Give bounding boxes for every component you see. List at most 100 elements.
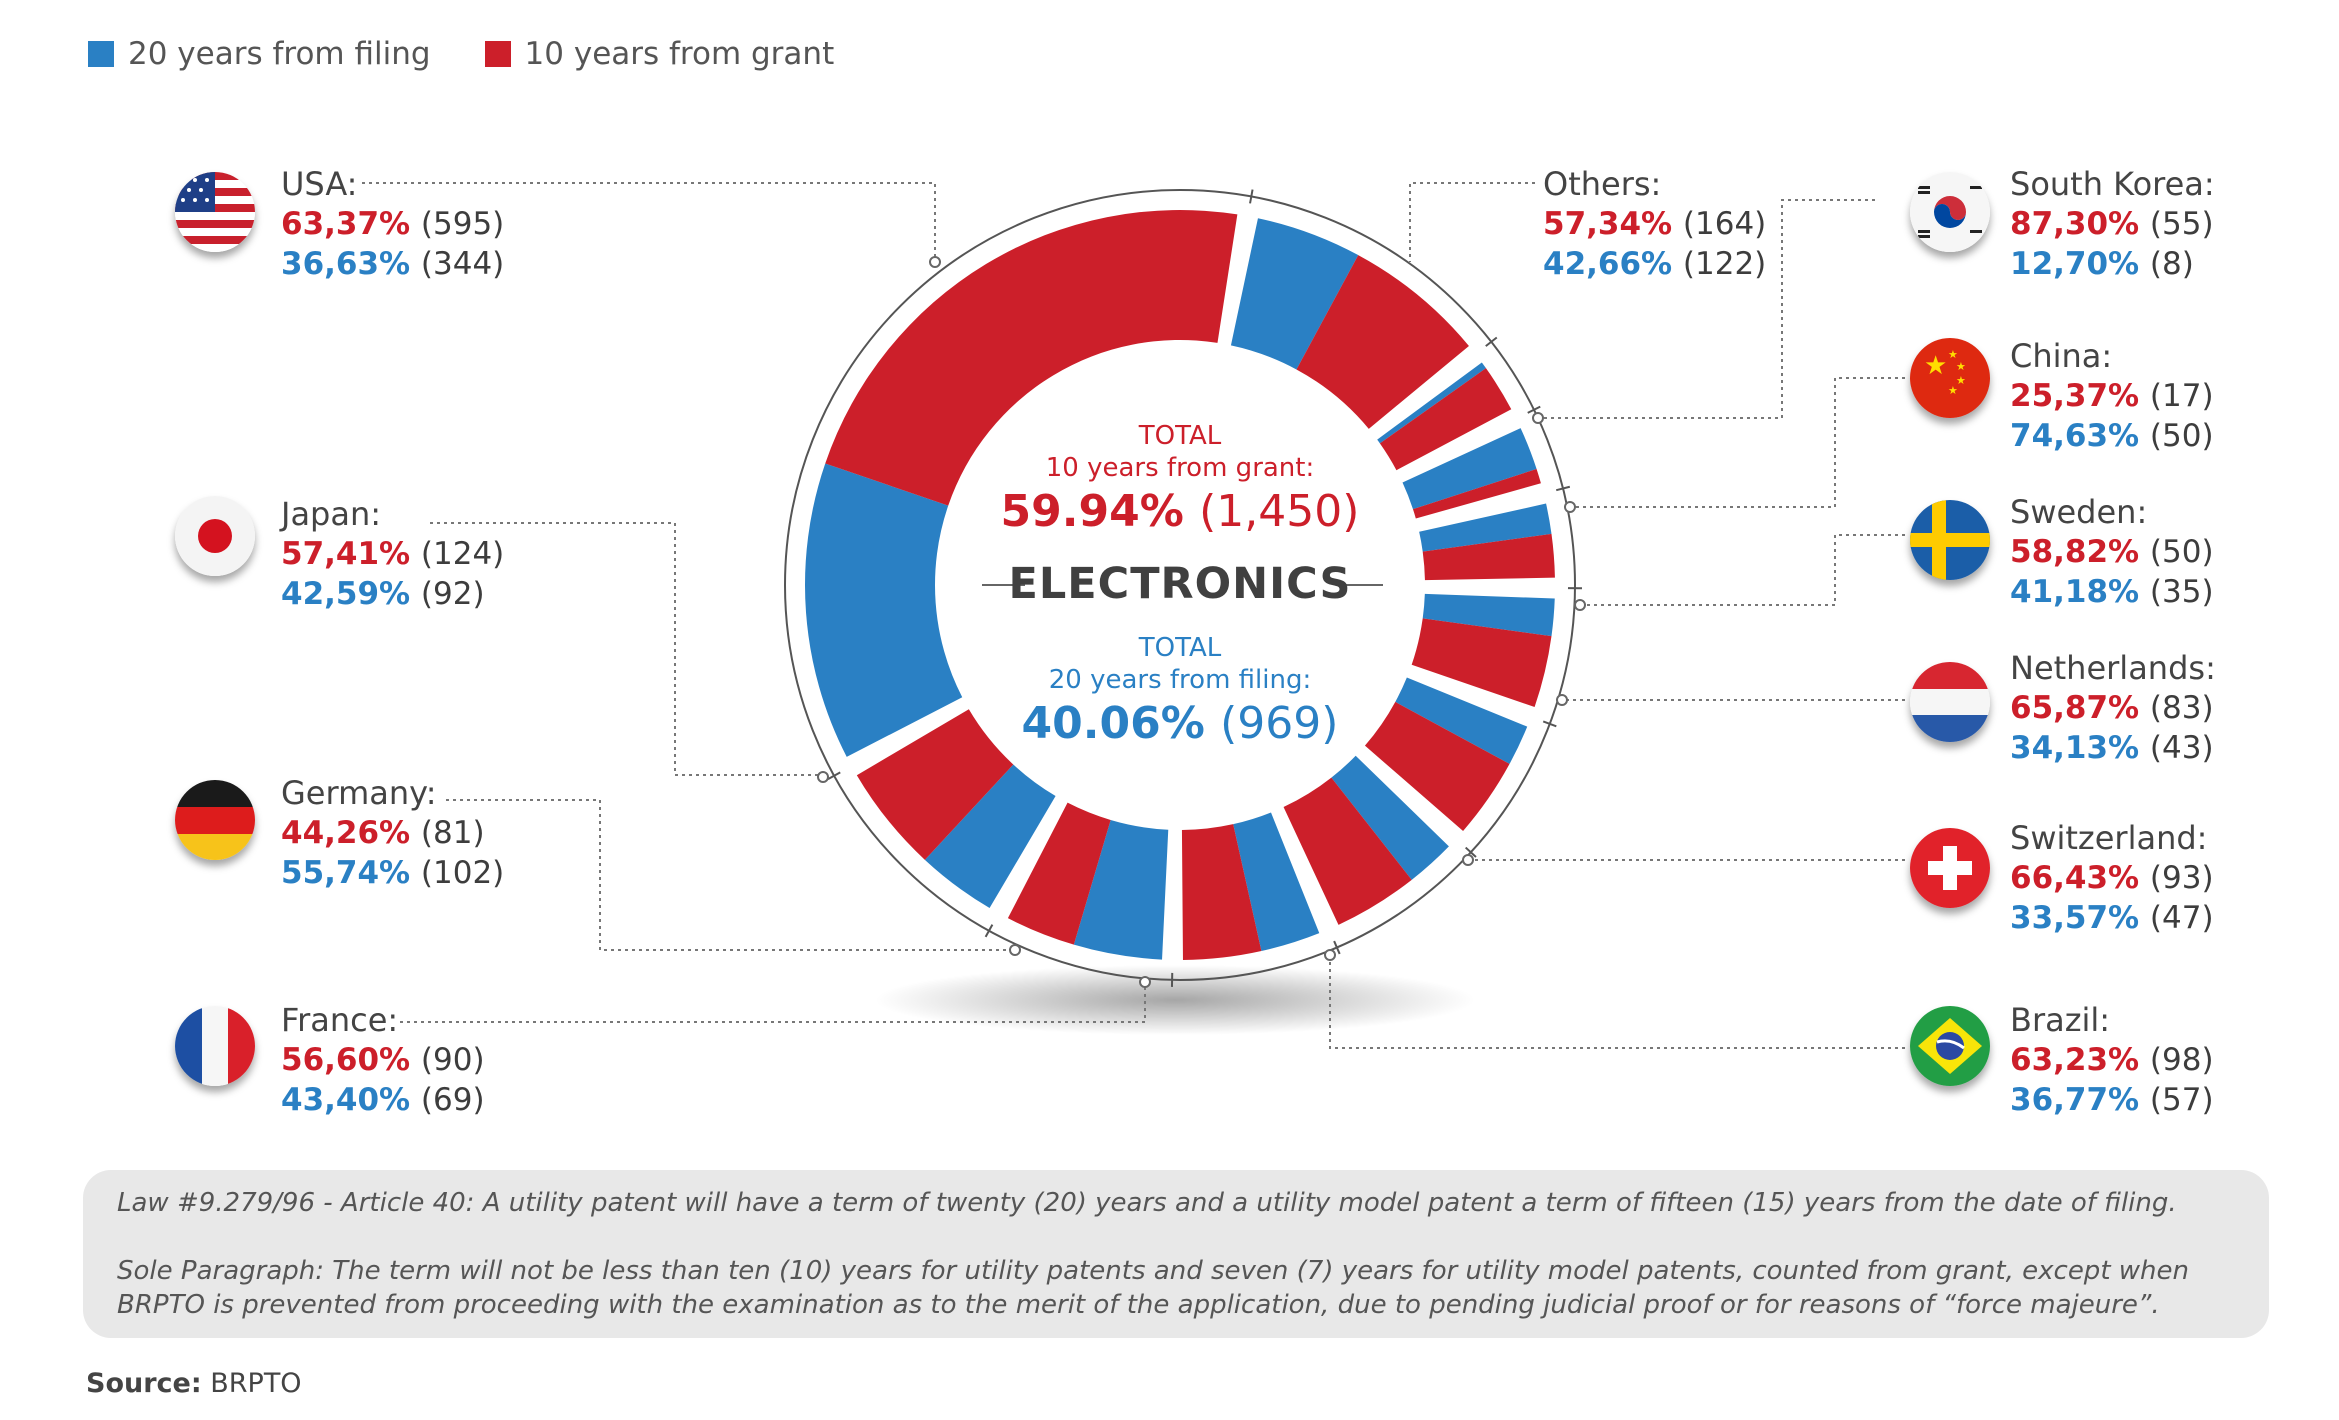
grant-share: 63,37% (595): [281, 206, 505, 242]
segment-others-filing: [1230, 218, 1359, 370]
source-label: Source:: [86, 1368, 202, 1399]
leader-china: [1570, 377, 1905, 508]
filing-share: 55,74% (102): [281, 855, 505, 891]
segment-brazil-filing: [1331, 755, 1449, 880]
leader-dot-switzerland: [1324, 949, 1336, 961]
germany-flag-icon: [175, 780, 255, 860]
filing-total-value: 40.06% (969): [930, 696, 1430, 752]
segment-usa-grant: [825, 210, 1238, 506]
grant-share: 44,26% (81): [281, 815, 485, 851]
legend-label-grant: 10 years from grant: [524, 36, 835, 72]
ring-tick-south-korea: [1485, 336, 1498, 347]
segment-germany-grant: [1007, 802, 1111, 945]
country-japan: Japan: 57,41% (124) 42,59% (92): [281, 494, 641, 614]
legend-swatch-grant: [484, 41, 511, 67]
country-name: Others:: [1543, 165, 1662, 203]
grant-share: 66,43% (93): [2010, 860, 2214, 896]
law-note-line1: Law #9.279/96 - Article 40: A utility pa…: [117, 1188, 2177, 1218]
country-name: Sweden:: [2010, 493, 2148, 531]
segment-sweden-filing: [1419, 503, 1552, 552]
south-korea-flag-icon: [1910, 172, 1990, 252]
grant-share: 87,30% (55): [2010, 206, 2214, 242]
grant-share: 58,82% (50): [2010, 534, 2214, 570]
ring-tick-brazil: [1464, 846, 1477, 858]
segment-france-grant: [1181, 824, 1262, 960]
leader-germany: [446, 799, 1015, 951]
chart-title: ELECTRONICS: [1008, 559, 1352, 609]
country-name: Germany:: [281, 774, 437, 812]
segment-south-korea-grant: [1379, 368, 1512, 471]
filing-share: 36,63% (344): [281, 246, 505, 282]
filing-share: 36,77% (57): [2010, 1082, 2214, 1118]
leader-dot-usa: [929, 256, 941, 268]
law-note: Law #9.279/96 - Article 40: A utility pa…: [83, 1170, 2269, 1338]
filing-share: 41,18% (35): [2010, 574, 2214, 610]
leader-brazil: [1329, 955, 1905, 1049]
leader-dot-sweden: [1556, 694, 1568, 706]
france-flag-icon: [175, 1006, 255, 1086]
legend: 20 years from filing 10 years from grant: [88, 36, 888, 72]
filing-share: 33,57% (47): [2010, 900, 2214, 936]
leader-dot-japan: [817, 771, 829, 783]
country-name: France:: [281, 1001, 399, 1039]
segment-switzerland-filing: [1395, 677, 1528, 764]
outer-ring: [784, 189, 1576, 981]
country-france: France: 56,60% (90) 43,40% (69): [281, 1000, 641, 1120]
svg-text:★: ★: [1948, 384, 1958, 397]
country-switzerland: Switzerland: 66,43% (93) 33,57% (47): [2010, 818, 2339, 938]
country-china: China: 25,37% (17) 74,63% (50): [2010, 336, 2339, 456]
segment-netherlands-grant: [1411, 618, 1552, 708]
ring-tick-china: [1527, 405, 1541, 414]
legend-swatch-filing: [88, 41, 114, 67]
segment-sweden-grant: [1422, 533, 1555, 581]
country-name: Japan:: [281, 495, 382, 533]
segment-others-grant: [1296, 255, 1469, 429]
segment-south-korea-filing: [1377, 362, 1486, 444]
brazil-flag-icon: [1910, 1006, 1990, 1086]
filing-total-count: (969): [1220, 698, 1339, 749]
grant-total-count: (1,450): [1199, 486, 1360, 537]
svg-text:★: ★: [1956, 360, 1966, 373]
filing-share: 42,66% (122): [1543, 246, 1767, 282]
country-name: USA:: [281, 165, 358, 203]
ring-tick-sweden: [1555, 485, 1571, 492]
china-flag-icon: ★ ★ ★ ★ ★: [1910, 338, 1990, 418]
legend-item-filing: 20 years from filing: [88, 36, 431, 72]
grant-share: 65,87% (83): [2010, 690, 2214, 726]
source-value: BRPTO: [210, 1368, 302, 1399]
svg-text:★: ★: [1956, 374, 1966, 387]
japan-flag-icon: [175, 496, 255, 576]
leader-dot-south-korea: [1564, 501, 1576, 513]
filing-share: 42,59% (92): [281, 576, 485, 612]
svg-text:★: ★: [1948, 348, 1958, 361]
ring-tick-switzerland: [1542, 720, 1557, 728]
country-netherlands: Netherlands: 65,87% (83) 34,13% (43): [2010, 648, 2339, 768]
leader-japan: [430, 522, 823, 776]
country-usa: USA: 63,37% (595) 36,63% (344): [281, 164, 641, 284]
grant-share: 25,37% (17): [2010, 378, 2214, 414]
filing-total-label2: 20 years from filing:: [1048, 665, 1312, 695]
segment-switzerland-grant: [1364, 701, 1510, 831]
leader-others: [1409, 182, 1535, 262]
ring-tick-japan: [984, 924, 994, 938]
filing-total-pct: 40.06%: [1021, 698, 1205, 749]
leader-usa: [362, 182, 936, 262]
chart-shadow: [875, 965, 1475, 1035]
grant-total-value: 59.94% (1,450): [930, 484, 1430, 540]
segment-france-filing: [1233, 812, 1320, 952]
country-name: Brazil:: [2010, 1001, 2111, 1039]
country-name: South Korea:: [2010, 165, 2215, 203]
country-south-korea: South Korea: 87,30% (55) 12,70% (8): [2010, 164, 2339, 284]
legend-item-grant: 10 years from grant: [484, 36, 835, 72]
center-totals: TOTAL 10 years from grant: 59.94% (1,450…: [930, 420, 1430, 752]
leader-france: [400, 982, 1146, 1023]
filing-share: 12,70% (8): [2010, 246, 2194, 282]
leader-dot-others: [1532, 412, 1544, 424]
law-note-line2: Sole Paragraph: The term will not be les…: [117, 1256, 2189, 1320]
switzerland-flag-icon: [1910, 828, 1990, 908]
segment-china-grant: [1412, 468, 1541, 519]
country-name: Switzerland:: [2010, 819, 2208, 857]
country-germany: Germany: 44,26% (81) 55,74% (102): [281, 773, 641, 893]
sweden-flag-icon: [1910, 500, 1990, 580]
